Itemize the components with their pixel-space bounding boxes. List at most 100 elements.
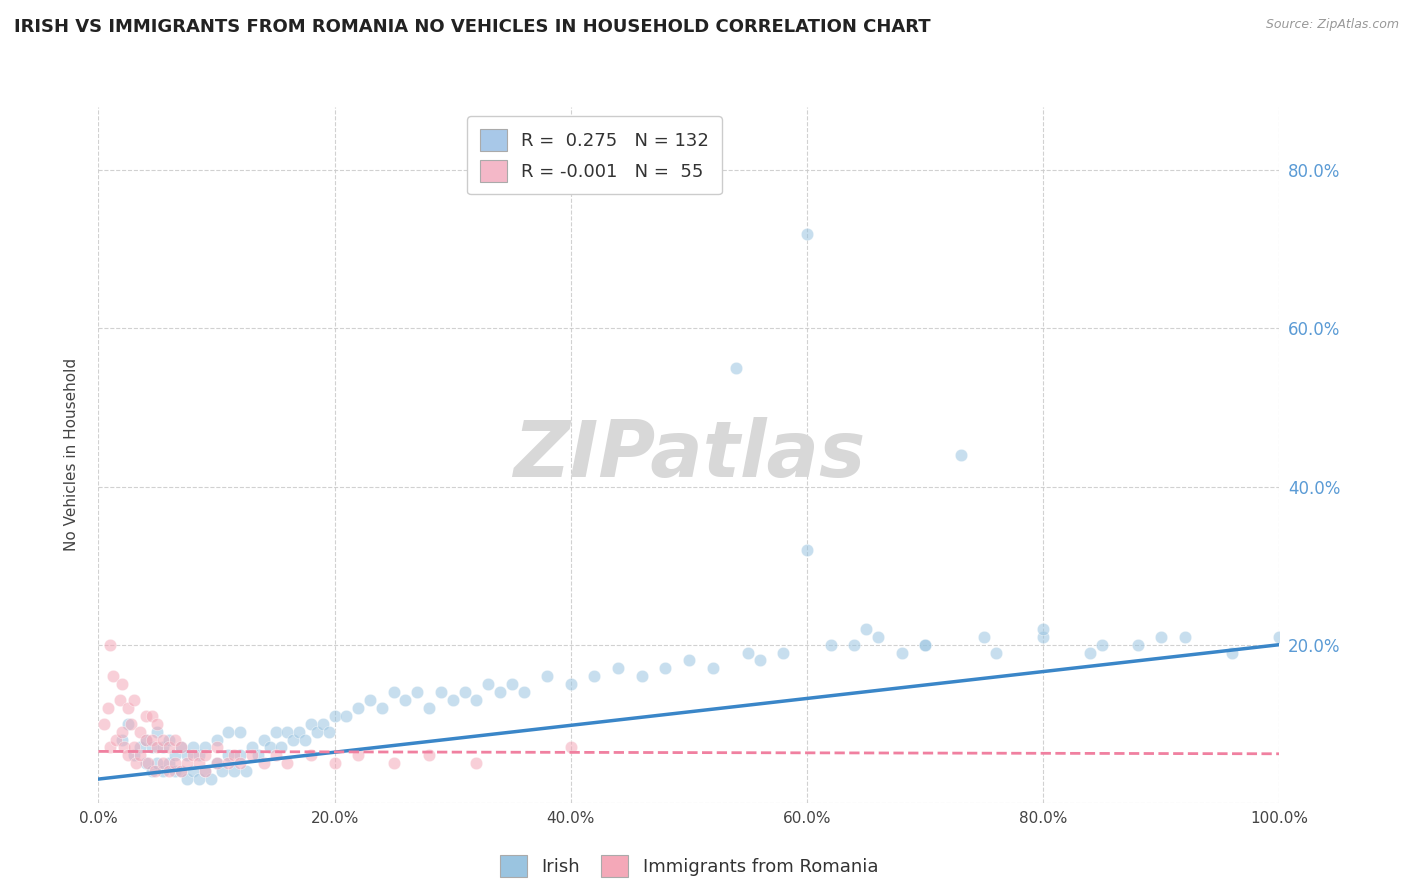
Text: ZIPatlas: ZIPatlas — [513, 417, 865, 493]
Point — [382, 756, 405, 771]
Point — [152, 764, 174, 779]
Point — [117, 716, 139, 731]
Point — [1220, 646, 1243, 660]
Point — [111, 732, 134, 747]
Point — [217, 748, 239, 763]
Point — [654, 661, 676, 675]
Point — [1091, 638, 1114, 652]
Point — [176, 756, 198, 771]
Point — [359, 693, 381, 707]
Point — [253, 756, 276, 771]
Point — [1080, 646, 1102, 660]
Point — [323, 756, 346, 771]
Point — [796, 227, 818, 241]
Point — [101, 669, 124, 683]
Text: IRISH VS IMMIGRANTS FROM ROMANIA NO VEHICLES IN HOUSEHOLD CORRELATION CHART: IRISH VS IMMIGRANTS FROM ROMANIA NO VEHI… — [14, 18, 931, 36]
Point — [270, 740, 292, 755]
Point — [122, 740, 145, 755]
Point — [157, 756, 180, 771]
Point — [98, 740, 121, 755]
Point — [335, 708, 357, 723]
Point — [678, 653, 700, 667]
Point — [465, 756, 488, 771]
Point — [318, 724, 340, 739]
Point — [465, 693, 488, 707]
Point — [264, 748, 287, 763]
Point — [194, 764, 217, 779]
Point — [170, 740, 193, 755]
Point — [165, 748, 187, 763]
Point — [93, 716, 115, 731]
Point — [200, 772, 222, 786]
Point — [146, 740, 169, 755]
Point — [117, 701, 139, 715]
Point — [501, 677, 523, 691]
Point — [128, 748, 150, 763]
Point — [418, 748, 440, 763]
Point — [820, 638, 842, 652]
Point — [205, 732, 228, 747]
Point — [135, 756, 157, 771]
Point — [1032, 630, 1054, 644]
Point — [141, 764, 163, 779]
Point — [259, 740, 281, 755]
Point — [844, 638, 866, 652]
Point — [112, 740, 135, 755]
Point — [146, 716, 169, 731]
Point — [394, 693, 416, 707]
Point — [489, 685, 512, 699]
Point — [512, 685, 534, 699]
Point — [141, 740, 163, 755]
Point — [176, 772, 198, 786]
Point — [170, 764, 193, 779]
Point — [146, 724, 169, 739]
Point — [128, 740, 150, 755]
Point — [194, 748, 217, 763]
Point — [187, 772, 209, 786]
Point — [323, 708, 346, 723]
Point — [170, 764, 193, 779]
Point — [224, 748, 246, 763]
Point — [725, 360, 748, 375]
Point — [152, 740, 174, 755]
Point — [187, 756, 209, 771]
Point — [347, 701, 370, 715]
Y-axis label: No Vehicles in Household: No Vehicles in Household — [65, 359, 79, 551]
Point — [111, 724, 134, 739]
Point — [560, 740, 582, 755]
Point — [264, 724, 287, 739]
Point — [105, 732, 128, 747]
Point — [224, 764, 246, 779]
Point — [194, 740, 217, 755]
Point — [229, 724, 252, 739]
Point — [157, 732, 180, 747]
Point — [157, 764, 180, 779]
Point — [181, 748, 204, 763]
Point — [453, 685, 475, 699]
Point — [312, 716, 335, 731]
Point — [240, 748, 263, 763]
Point — [984, 646, 1007, 660]
Point — [205, 740, 228, 755]
Point — [176, 748, 198, 763]
Point — [170, 740, 193, 755]
Point — [194, 764, 217, 779]
Point — [477, 677, 499, 691]
Point — [141, 708, 163, 723]
Point — [165, 764, 187, 779]
Point — [181, 764, 204, 779]
Point — [165, 756, 187, 771]
Point — [235, 764, 257, 779]
Point — [1268, 630, 1291, 644]
Point — [772, 646, 794, 660]
Legend: Irish, Immigrants from Romania: Irish, Immigrants from Romania — [492, 847, 886, 884]
Point — [276, 756, 298, 771]
Point — [294, 732, 316, 747]
Point — [217, 724, 239, 739]
Point — [205, 756, 228, 771]
Point — [229, 756, 252, 771]
Point — [98, 638, 121, 652]
Point — [253, 732, 276, 747]
Point — [217, 756, 239, 771]
Point — [583, 669, 606, 683]
